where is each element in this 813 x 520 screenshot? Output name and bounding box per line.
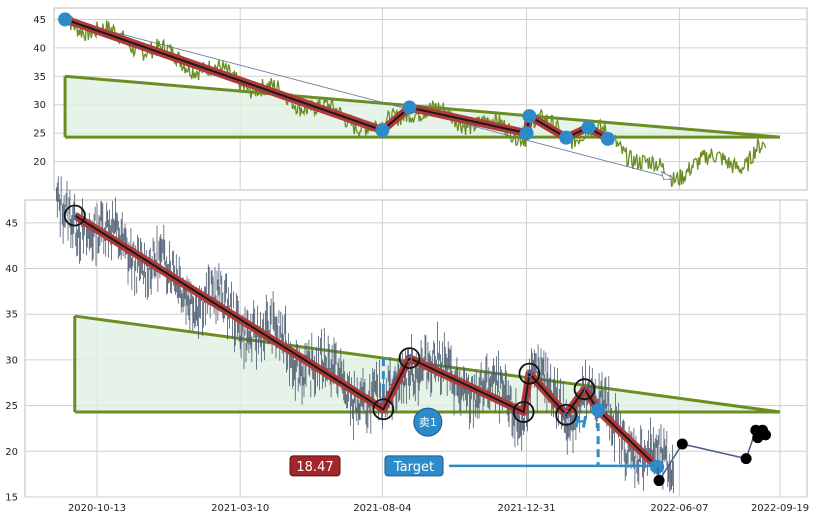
bottom-y-tick-label: 30 <box>5 355 18 366</box>
bottom-zigzag-line <box>74 214 658 468</box>
bottom-x-tick-label: 2021-08-04 <box>353 503 411 514</box>
bottom-y-tick-label: 40 <box>5 264 18 275</box>
bottom-y-tick-label: 45 <box>5 218 18 229</box>
bottom-pivot-number: 7 <box>581 383 588 396</box>
bottom-pivot-ring <box>372 398 395 421</box>
bottom-y-tick-label: 35 <box>5 310 18 321</box>
sell-marker-label: 卖1 <box>419 416 437 429</box>
bottom-pivot-ring <box>63 204 86 227</box>
sell-marker <box>413 407 443 437</box>
price-box <box>289 455 341 477</box>
top-price-line <box>64 15 767 188</box>
top-y-tick-label: 40 <box>33 43 46 54</box>
top-y-tick-label: 30 <box>33 100 46 111</box>
target-box <box>384 455 444 477</box>
bottom-pivot-ring <box>573 378 596 401</box>
top-y-tick-label: 25 <box>33 129 46 140</box>
bottom-x-tick-label: 2021-03-10 <box>211 503 269 514</box>
bottom-y-tick-label: 15 <box>5 493 18 504</box>
bottom-pivot-ring <box>512 401 535 423</box>
bottom-pivot-ring <box>518 362 541 385</box>
bottom-x-tick-label: 2022-06-07 <box>650 503 708 514</box>
top-trend-arrow-head <box>660 170 675 181</box>
top-pivot-point <box>600 131 615 146</box>
top-trend-arrow <box>64 18 674 180</box>
top-pivot-point <box>375 123 390 138</box>
bottom-pivot-point <box>591 403 606 418</box>
bottom-pivot-number: 3 <box>406 352 413 365</box>
top-pivot-point <box>519 126 534 141</box>
top-pivot-point <box>559 130 574 145</box>
bottom-x-axis: 2020-10-13 2021-03-10 2021-08-04 2021-12-31… <box>68 503 809 514</box>
bottom-y-tick-label: 20 <box>5 447 18 458</box>
top-pivot-point <box>581 120 596 135</box>
top-y-axis: 20 25 30 35 40 45 <box>33 15 46 168</box>
bottom-x-tick-label: 2021-12-31 <box>497 503 555 514</box>
bottom-pivot-number: 1 <box>71 210 78 223</box>
bottom-projection-point <box>759 429 771 441</box>
bottom-projection-point <box>653 475 665 487</box>
bottom-pivot-ring <box>555 403 578 426</box>
bottom-projection-point <box>676 438 688 450</box>
bottom-y-tick-label: 25 <box>5 401 18 412</box>
bottom-pivot-number: 5 <box>526 368 533 381</box>
bottom-y-axis: 15 20 25 30 35 40 45 <box>5 218 18 503</box>
top-y-tick-label: 45 <box>33 15 46 26</box>
top-pivot-point <box>522 109 537 124</box>
bottom-x-tick-label: 2022-09-19 <box>751 503 809 514</box>
top-chart-content <box>58 12 781 188</box>
bottom-pivot-ring <box>398 347 421 369</box>
target-box-label: Target <box>393 460 434 475</box>
top-y-tick-label: 35 <box>33 72 46 83</box>
bottom-h-label: H <box>574 413 588 432</box>
price-box-label: 18.47 <box>296 460 333 475</box>
target-arrow-head <box>650 460 661 471</box>
bottom-projection-point <box>740 453 752 465</box>
bottom-x-tick-label: 2020-10-13 <box>68 503 126 514</box>
bottom-pivot-number: 6 <box>563 409 570 422</box>
top-pivot-point <box>58 12 73 27</box>
top-panel: 20 25 30 35 40 45 <box>33 7 808 191</box>
top-pivot-point <box>402 100 417 115</box>
top-y-tick-label: 20 <box>33 157 46 168</box>
